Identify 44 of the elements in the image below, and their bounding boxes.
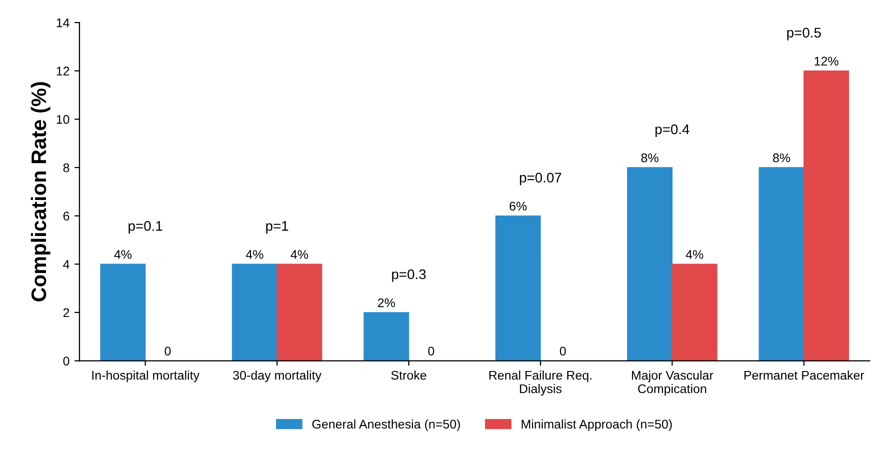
- data-label: 8%: [641, 153, 658, 162]
- y-tick-label: 2: [63, 308, 70, 318]
- annotation: p=0.5: [787, 28, 821, 40]
- data-label: 0: [560, 346, 566, 356]
- bar: [276, 264, 322, 361]
- x-tick-label: In-hospital mortality: [92, 370, 200, 382]
- y-tick-label: 10: [56, 114, 70, 124]
- data-label: 12%: [814, 56, 838, 66]
- y-tick-label: 8: [63, 163, 70, 172]
- bar: [364, 312, 410, 361]
- y-tick-label: 4: [63, 260, 70, 269]
- bar: [495, 215, 541, 361]
- data-label: 8%: [773, 153, 790, 162]
- y-tick-label: 12: [56, 66, 70, 76]
- annotation: p=0.1: [128, 221, 162, 234]
- y-tick-label: 14: [56, 18, 70, 28]
- data-label: 6%: [510, 202, 527, 211]
- x-tick-label: Permanet Pacemaker: [744, 370, 864, 380]
- data-label: 0: [164, 346, 171, 356]
- data-label: 4%: [290, 250, 308, 259]
- annotation: p=0.4: [656, 124, 690, 137]
- y-tick-label: 6: [63, 212, 70, 220]
- y-tick-label: 0: [63, 356, 70, 366]
- bar: [758, 167, 804, 361]
- annotation: p=1: [266, 221, 288, 234]
- legend-label: General Anesthesia (n=50): [312, 419, 460, 432]
- annotation: p=0.3: [392, 269, 426, 282]
- x-tick-label: 30-day mortality: [233, 370, 322, 382]
- data-label: 2%: [378, 298, 395, 308]
- data-label: 4%: [686, 250, 704, 259]
- y-axis-title: Complication Rate (%): [30, 82, 50, 302]
- bar: [804, 70, 850, 361]
- data-label: 4%: [246, 250, 264, 259]
- bar: [100, 264, 146, 361]
- x-tick-label: Major Vascular Compication: [632, 370, 714, 396]
- data-label: 4%: [114, 250, 132, 259]
- x-tick-label: Renal Failure Req. Dialysis: [489, 370, 592, 396]
- bar: [672, 264, 718, 361]
- annotation: p=0.07: [520, 172, 562, 186]
- x-tick-label: Stroke: [391, 370, 426, 380]
- bar: [232, 264, 278, 361]
- legend-label: Minimalist Approach (n=50): [522, 419, 672, 432]
- bar: [627, 167, 673, 361]
- data-label: 0: [428, 346, 434, 356]
